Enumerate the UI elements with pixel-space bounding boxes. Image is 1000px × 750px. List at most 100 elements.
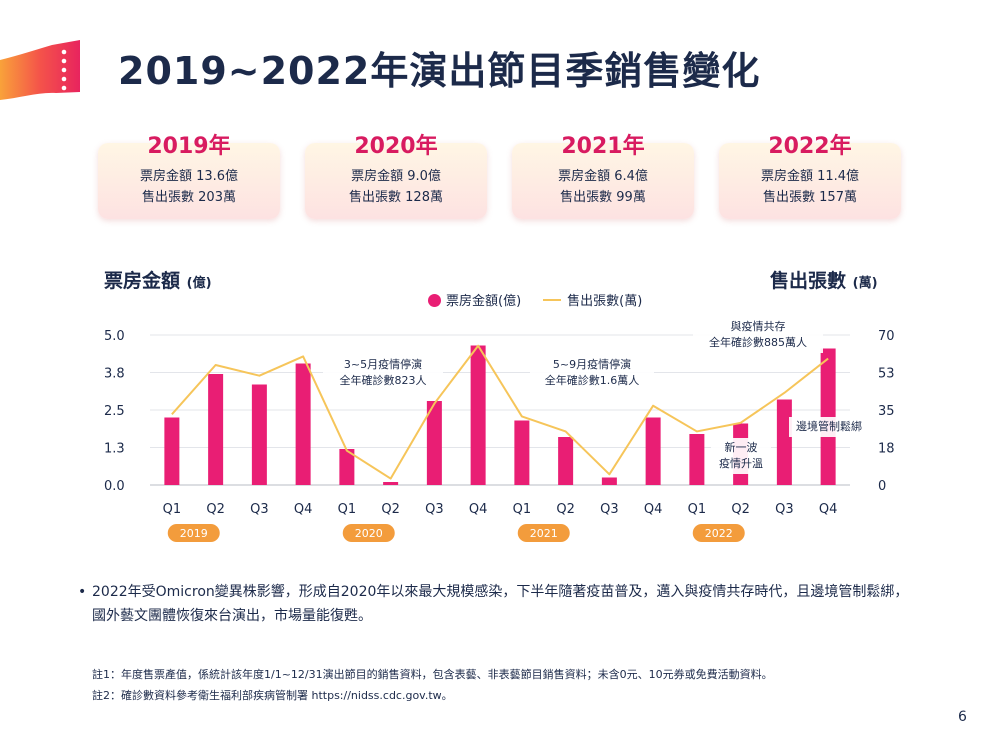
left-axis-unit: (億) (186, 276, 212, 291)
bar-revenue (426, 401, 442, 485)
category-label: Q1 (688, 502, 707, 517)
card-year-label: 2021年 (561, 134, 645, 159)
annotation-text: 全年確診數885萬人 (709, 335, 807, 349)
line-tickets (171, 344, 829, 480)
chart-legend: 票房金額(億) 售出張數(萬) (428, 290, 642, 309)
card-year-label: 2019年 (147, 134, 231, 159)
card-year-label: 2020年 (354, 134, 438, 159)
card-tickets: 售出張數 157萬 (763, 190, 857, 205)
bar-revenue (645, 417, 661, 485)
bar-revenue (251, 384, 267, 485)
footnote-1: 註1：年度售票產值，係統計該年度1/1~12/31演出節目的銷售資料，包含表藝、… (92, 668, 773, 681)
year-badge (517, 524, 570, 542)
card-year-label: 2022年 (768, 134, 852, 159)
card-tickets: 售出張數 99萬 (560, 190, 646, 205)
category-label: Q3 (775, 502, 794, 517)
year-badge-label: 2021 (530, 527, 558, 540)
annotation-text: 疫情升溫 (719, 456, 763, 470)
footnote-2: 註2：確診數資料參考衛生福利部疾病管制署 https://nidss.cdc.g… (92, 689, 453, 702)
bar-revenue (776, 399, 792, 485)
right-axis-unit: (萬) (852, 276, 878, 291)
summary-card-2022: 票房金額 11.4億 售出張數 157萬 (719, 143, 901, 219)
bar-revenue (295, 363, 311, 485)
left-axis-title-text: 票房金額 (104, 270, 181, 292)
right-tick-label: 35 (878, 404, 895, 419)
legend-bar-swatch (428, 294, 441, 307)
bullet-note-text: 2022年受Omicron變異株影響，形成自2020年以來最大規模感染，下半年隨… (92, 584, 909, 624)
year-badge (342, 524, 395, 542)
bar-revenue (601, 477, 617, 485)
bar-revenue (514, 420, 530, 485)
bar-revenue (470, 345, 486, 485)
year-badge (167, 524, 220, 542)
summary-card-2021: 票房金額 6.4億 售出張數 99萬 (512, 143, 694, 219)
bar-revenue (164, 417, 180, 485)
left-tick-label: 0.0 (104, 479, 125, 494)
left-tick-label: 5.0 (104, 329, 125, 344)
summary-card-2019: 票房金額 13.6億 售出張數 203萬 (98, 143, 280, 219)
category-label: Q3 (425, 502, 444, 517)
annotation-text: 5~9月疫情停演 (553, 357, 631, 371)
annotation-text: 全年確診數1.6萬人 (545, 373, 640, 387)
category-label: Q2 (206, 502, 225, 517)
annotation-text: 3~5月疫情停演 (344, 357, 422, 371)
category-label: Q4 (294, 502, 313, 517)
annotation-text: 全年確診數823人 (340, 373, 427, 387)
left-tick-label: 3.8 (104, 367, 125, 382)
axis-ticks: 0.0 1.3 2.5 3.8 5.0 0 18 35 53 70 Q1 Q2 Q3 Q4 Q1 Q2 Q3 Q4… (104, 329, 895, 542)
year-badge-label: 2020 (355, 527, 383, 540)
bar-revenue (208, 374, 224, 485)
right-tick-label: 0 (878, 479, 886, 494)
right-tick-label: 18 (878, 442, 895, 457)
annotation-bg (789, 417, 869, 437)
annotation-text: 與疫情共存 (731, 319, 786, 333)
annotation-bg (530, 355, 654, 391)
year-badge-label: 2022 (705, 527, 733, 540)
bar-revenue (558, 437, 574, 485)
category-label: Q1 (163, 502, 182, 517)
year-badge (692, 524, 745, 542)
category-label: Q2 (381, 502, 400, 517)
annotation-text: 邊境管制鬆綁 (796, 419, 862, 433)
category-label: Q2 (731, 502, 750, 517)
bullet-note: • 2022年受Omicron變異株影響，形成自2020年以來最大規模感染，下半… (78, 580, 922, 628)
card-tickets: 售出張數 203萬 (142, 190, 236, 205)
legend-line-label: 售出張數(萬) (567, 294, 643, 309)
left-tick-label: 1.3 (104, 442, 125, 457)
category-label: Q1 (338, 502, 357, 517)
right-tick-label: 53 (878, 367, 895, 382)
right-axis-title-text: 售出張數 (770, 270, 847, 292)
ribbon-decoration (0, 40, 80, 100)
category-label: Q1 (513, 502, 532, 517)
card-revenue: 票房金額 13.6億 (139, 169, 239, 184)
annotation-bg (711, 438, 771, 474)
card-revenue: 票房金額 6.4億 (558, 169, 648, 184)
category-label: Q4 (469, 502, 488, 517)
card-revenue: 票房金額 9.0億 (351, 169, 441, 184)
bar-revenue (689, 434, 705, 485)
right-axis-title: 售出張數 (萬) (770, 266, 878, 293)
category-label: Q4 (644, 502, 663, 517)
page-number: 6 (958, 709, 967, 725)
line-series (171, 344, 829, 480)
year-badge-label: 2019 (180, 527, 208, 540)
category-label: Q3 (250, 502, 269, 517)
right-tick-label: 70 (878, 329, 895, 344)
bullet-dot: • (78, 584, 87, 600)
annotation-text: 新一波 (725, 440, 758, 454)
card-tickets: 售出張數 128萬 (349, 190, 443, 205)
annotation-bg (323, 355, 443, 391)
bar-revenue (339, 449, 355, 485)
bar-revenue (383, 482, 399, 485)
annotation-bg (693, 317, 823, 353)
category-label: Q2 (556, 502, 575, 517)
category-label: Q4 (819, 502, 838, 517)
bar-revenue (820, 348, 836, 485)
page-title: 2019~2022年演出節目季銷售變化 (118, 49, 761, 93)
combo-chart: 0.0 1.3 2.5 3.8 5.0 0 18 35 53 70 Q1 Q2 Q3 Q4 Q1 Q2 Q3 Q4… (104, 317, 895, 542)
card-revenue: 票房金額 11.4億 (760, 169, 860, 184)
category-label: Q3 (600, 502, 619, 517)
left-tick-label: 2.5 (104, 404, 125, 419)
legend-line-swatch (543, 299, 562, 301)
